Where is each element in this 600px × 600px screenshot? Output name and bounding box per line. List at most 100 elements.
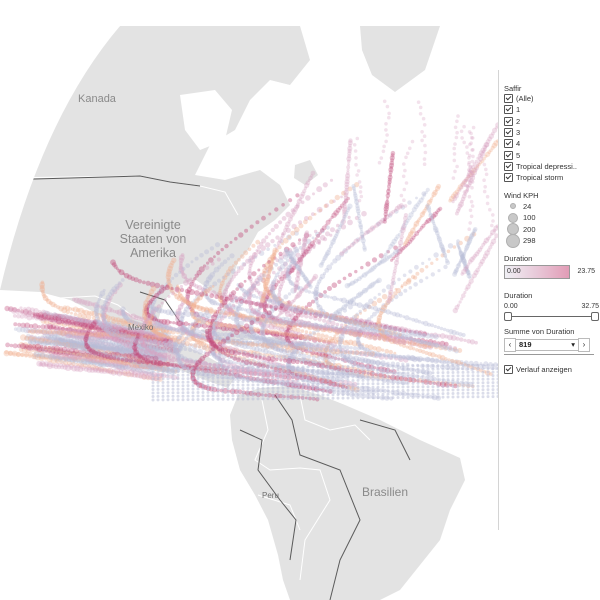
track-point: [73, 359, 77, 363]
track-point: [199, 338, 205, 343]
track-point: [20, 334, 27, 341]
track-point: [148, 336, 153, 341]
track-point: [231, 303, 236, 308]
track-point: [247, 247, 252, 252]
track-point: [142, 352, 149, 359]
track-point: [172, 337, 178, 343]
track-point: [119, 350, 124, 355]
track-point: [115, 336, 121, 343]
track-point: [114, 330, 120, 336]
track-point: [60, 352, 65, 357]
track-point: [96, 326, 102, 332]
track-point: [213, 352, 217, 356]
track-point: [146, 353, 152, 359]
track-point: [58, 351, 63, 356]
track-point: [254, 302, 259, 307]
track-point: [148, 341, 154, 347]
track-point: [73, 352, 77, 356]
track-point: [427, 257, 431, 261]
track-point: [72, 316, 78, 322]
track-point: [109, 362, 115, 369]
track-point: [63, 315, 71, 322]
arctic-islands: [245, 28, 305, 58]
track-point: [46, 350, 51, 354]
track-point: [145, 343, 150, 349]
track-point: [164, 336, 170, 343]
track-point: [115, 325, 122, 331]
track-point: [131, 349, 137, 355]
track-point: [92, 359, 97, 364]
track-point: [110, 347, 117, 354]
track-point: [88, 343, 94, 349]
track-point: [162, 355, 168, 361]
cuba-land: [200, 326, 258, 340]
track-point: [424, 356, 431, 363]
track-point: [229, 253, 235, 259]
track-point: [395, 287, 402, 294]
track-point: [98, 327, 103, 332]
track-point: [255, 220, 260, 225]
track-point: [142, 280, 146, 285]
track-point: [99, 326, 106, 333]
track-point: [126, 337, 130, 341]
track-point: [216, 257, 221, 262]
track-point: [41, 341, 45, 345]
track-point: [425, 276, 429, 280]
track-point: [134, 330, 140, 336]
track-point: [129, 354, 134, 359]
track-point: [38, 347, 45, 353]
track-point: [130, 359, 136, 365]
track-point: [111, 363, 115, 368]
track-point: [208, 362, 212, 367]
track-point: [443, 264, 448, 270]
hurricane-tracks: [3, 99, 500, 402]
track-point: [466, 339, 472, 344]
track-point: [115, 332, 122, 339]
track-point: [100, 362, 107, 368]
track-point: [103, 341, 109, 347]
track-point: [87, 332, 91, 336]
track-point: [81, 342, 86, 347]
track-point: [124, 357, 129, 363]
track-point: [142, 357, 148, 363]
track-point: [84, 344, 90, 350]
track-point: [238, 265, 244, 271]
track-point: [148, 366, 153, 371]
track-point: [196, 304, 201, 309]
track-point: [348, 331, 353, 336]
track-point: [89, 361, 94, 366]
track-point: [20, 343, 27, 349]
track-point: [192, 348, 198, 354]
track-point: [149, 334, 154, 340]
track-point: [106, 348, 111, 353]
track-point: [70, 353, 77, 360]
border-us-mexico: [59, 295, 151, 323]
track-point: [108, 347, 115, 353]
track-point: [79, 328, 86, 335]
track-point: [8, 306, 14, 312]
track-point: [103, 327, 110, 334]
track-point: [92, 344, 98, 350]
track-point: [107, 324, 112, 329]
track-point: [128, 358, 134, 363]
track-point: [91, 320, 98, 326]
track-point: [164, 356, 168, 359]
track-point: [142, 361, 146, 365]
track-point: [83, 353, 89, 359]
track-point: [4, 350, 9, 355]
track-point: [32, 323, 39, 330]
track-point: [60, 330, 66, 337]
track-point: [8, 307, 13, 312]
track-point: [179, 287, 185, 293]
track-point: [407, 341, 412, 346]
track-point: [404, 315, 410, 321]
track-point: [130, 367, 136, 373]
track-point: [124, 330, 131, 337]
track-point: [80, 352, 85, 358]
track-point: [91, 339, 98, 346]
track-point: [388, 349, 393, 355]
track-point: [258, 343, 262, 347]
track-point: [304, 307, 309, 311]
